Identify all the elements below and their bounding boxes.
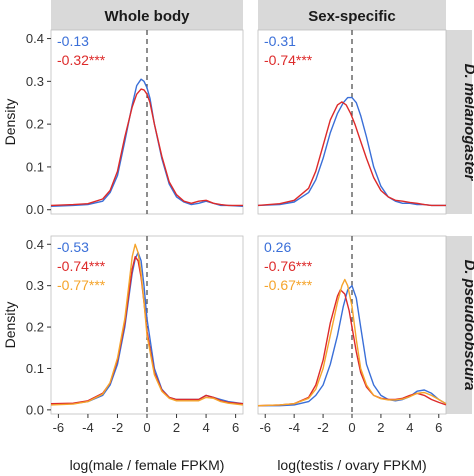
correlation-annotation: -0.13 (57, 33, 89, 49)
row-strip-melanogaster (446, 30, 472, 214)
density-curve-2 (50, 88, 243, 207)
correlation-annotation: 0.26 (264, 239, 291, 255)
row-strip-pseudoobscura-label: D. pseudoobscura (461, 260, 474, 391)
y-tick-label: 0.0 (26, 402, 44, 417)
y-tick-label: 0.1 (26, 361, 44, 376)
density-curve-2 (257, 101, 446, 207)
y-axis-title-bottom: Density (2, 302, 18, 349)
x-tick-label: -2 (112, 420, 124, 435)
correlation-annotation: -0.53 (57, 239, 89, 255)
correlation-annotation: -0.67*** (264, 277, 313, 293)
correlation-annotation: -0.76*** (264, 258, 313, 274)
panels-layer: 0.0 0.1 0.2 0.3 0.4 -0.13 -0.32*** -0.31 -0.74**… (26, 29, 447, 435)
density-curve-1 (258, 285, 447, 407)
density-curve-1 (50, 78, 244, 207)
x-tick-label: 6 (435, 420, 442, 435)
correlation-annotation: -0.74*** (57, 258, 106, 274)
y-tick-label: 0.4 (26, 237, 44, 252)
x-tick-label: 2 (173, 420, 180, 435)
x-tick-label: -4 (288, 420, 300, 435)
correlation-annotation: -0.32*** (57, 52, 106, 68)
y-tick-label: 0.3 (26, 74, 44, 89)
correlation-annotation: -0.74*** (264, 52, 313, 68)
panel-melanogaster-whole-body: 0.0 0.1 0.2 0.3 0.4 -0.13 -0.32*** (26, 29, 244, 217)
density-curve-3 (257, 278, 447, 407)
y-tick-label: 0.0 (26, 202, 44, 217)
row-strip-melanogaster-label: D. melanogaster (461, 64, 474, 182)
x-tick-label: 0 (143, 420, 150, 435)
correlation-annotation: -0.77*** (57, 277, 106, 293)
y-axis-title-top: Density (2, 99, 18, 146)
correlation-annotation: -0.31 (264, 33, 296, 49)
x-tick-label: 4 (406, 420, 413, 435)
column-strip-sex-specific-label: Sex-specific (308, 8, 396, 25)
y-tick-label: 0.2 (26, 117, 44, 132)
y-tick-label: 0.2 (26, 320, 44, 335)
density-curve-3 (50, 243, 244, 406)
panel-pseudoobscura-whole-body: 0.0 0.1 0.2 0.3 0.4 -6 -4 -2 0 2 4 6 -0.53 -0.74*** -0… (26, 235, 244, 435)
y-tick-label: 0.4 (26, 31, 44, 46)
row-strip-pseudoobscura (446, 236, 472, 414)
panel-melanogaster-sex-specific: -0.31 -0.74*** (257, 29, 447, 215)
column-strip-sex-specific (258, 0, 446, 30)
x-axis-title-whole-body: log(male / female FPKM) (70, 457, 225, 473)
column-strip-whole-body (51, 0, 243, 30)
x-tick-label: -6 (53, 420, 65, 435)
density-curve-1 (257, 96, 446, 207)
x-tick-label: -2 (317, 420, 329, 435)
y-tick-label: 0.3 (26, 278, 44, 293)
x-tick-label: 6 (232, 420, 239, 435)
x-tick-label: 4 (202, 420, 209, 435)
x-tick-label: -6 (259, 420, 271, 435)
x-tick-label: 2 (377, 420, 384, 435)
column-strip-whole-body-label: Whole body (105, 8, 191, 25)
x-tick-label: 0 (348, 420, 355, 435)
y-tick-label: 0.1 (26, 159, 44, 174)
x-tick-label: -4 (82, 420, 94, 435)
x-axis-title-sex-specific: log(testis / ovary FPKM) (277, 457, 426, 473)
panel-pseudoobscura-sex-specific: -6 -4 -2 0 2 4 6 0.26 -0.76*** -0.67*** (257, 235, 447, 435)
